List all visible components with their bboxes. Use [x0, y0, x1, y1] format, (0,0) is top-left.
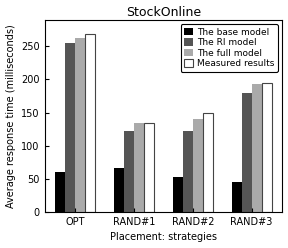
Bar [114, 168, 124, 212]
Bar [75, 38, 85, 212]
Bar [252, 84, 262, 212]
Bar [262, 83, 272, 212]
Bar [144, 123, 154, 212]
Bar [232, 182, 242, 212]
Bar [203, 113, 213, 212]
Bar [124, 131, 134, 212]
Y-axis label: Average response time (milliseconds): Average response time (milliseconds) [5, 24, 16, 208]
Bar [242, 93, 252, 212]
Bar [183, 131, 193, 212]
Title: StockOnline: StockOnline [126, 5, 201, 19]
Bar [85, 34, 95, 212]
X-axis label: Placement: strategies: Placement: strategies [110, 232, 217, 243]
Bar [55, 172, 65, 212]
Bar [193, 119, 203, 212]
Bar [134, 123, 144, 212]
Bar [65, 43, 75, 212]
Bar [173, 177, 183, 212]
Legend: The base model, The RI model, The full model, Measured results: The base model, The RI model, The full m… [181, 24, 278, 71]
